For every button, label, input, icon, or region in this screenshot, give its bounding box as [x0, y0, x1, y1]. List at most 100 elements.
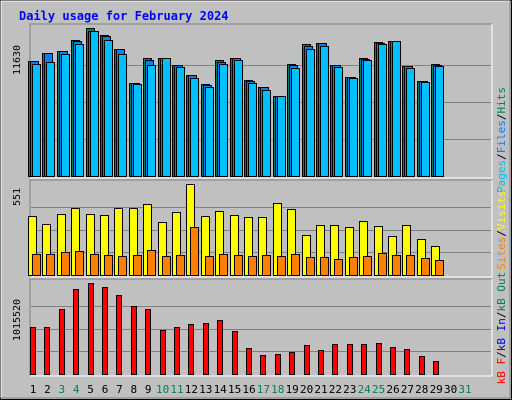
bar-pages-day-9	[147, 65, 156, 177]
bar-sites-day-11	[176, 255, 185, 276]
x-label-day-19: 19	[286, 383, 299, 396]
bar-kb-f-day-25	[376, 343, 382, 375]
hits-files-pages-panel	[28, 23, 493, 179]
bar-kb-f-day-14	[217, 320, 223, 375]
x-label-day-26: 26	[386, 383, 399, 396]
bar-kb-f-day-12	[188, 324, 194, 375]
x-label-day-4: 4	[73, 383, 80, 396]
bar-pages-day-25	[378, 44, 387, 177]
bar-kb-f-day-23	[347, 344, 353, 375]
bar-kb-f-day-17	[260, 355, 266, 375]
x-label-day-27: 27	[401, 383, 414, 396]
chart-title: Daily usage for February 2024	[19, 9, 229, 23]
ymax-label-panel-1: 11630	[12, 45, 23, 75]
visits-sites-panel	[28, 179, 493, 278]
x-label-day-23: 23	[343, 383, 356, 396]
x-label-day-5: 5	[87, 383, 94, 396]
bar-kb-f-day-24	[361, 344, 367, 375]
bar-pages-day-7	[118, 54, 127, 177]
bar-pages-day-18	[277, 96, 286, 177]
bar-pages-day-26	[392, 41, 401, 177]
legend-kb-out: kB Out	[495, 272, 508, 312]
x-label-day-3: 3	[58, 383, 65, 396]
bar-pages-day-20	[306, 49, 315, 177]
bar-kb-f-day-10	[160, 330, 166, 375]
bar-pages-day-17	[262, 90, 271, 177]
bar-sites-day-3	[61, 252, 70, 276]
bar-pages-day-13	[205, 87, 214, 177]
bar-sites-day-9	[147, 250, 156, 276]
x-label-day-2: 2	[44, 383, 51, 396]
bar-kb-f-day-9	[145, 309, 151, 375]
x-label-day-21: 21	[314, 383, 327, 396]
bar-pages-day-21	[320, 46, 329, 177]
bar-pages-day-27	[406, 68, 415, 177]
bar-kb-f-day-11	[174, 327, 180, 375]
x-label-day-28: 28	[415, 383, 428, 396]
bar-pages-day-23	[349, 78, 358, 177]
bar-kb-f-day-6	[102, 287, 108, 375]
bar-kb-f-day-20	[304, 345, 310, 375]
bar-sites-day-16	[248, 256, 257, 276]
bar-kb-f-day-5	[88, 283, 94, 375]
bar-pages-day-19	[291, 68, 300, 177]
bar-kb-f-day-27	[404, 349, 410, 375]
bar-pages-day-3	[61, 54, 70, 177]
x-label-day-22: 22	[329, 383, 342, 396]
bar-kb-f-day-8	[131, 306, 137, 375]
x-label-day-1: 1	[30, 383, 37, 396]
bar-sites-day-23	[349, 257, 358, 276]
bar-sites-day-26	[392, 255, 401, 276]
x-label-day-6: 6	[102, 383, 109, 396]
bar-kb-f-day-2	[44, 327, 50, 375]
legend-kb-in: kB In	[495, 318, 508, 351]
bar-pages-day-14	[219, 64, 228, 177]
bar-sites-day-28	[421, 258, 430, 276]
bar-pages-day-10	[162, 58, 171, 177]
bar-sites-day-5	[90, 254, 99, 276]
bar-kb-f-day-3	[59, 309, 65, 375]
bar-kb-f-day-29	[433, 361, 439, 375]
x-label-day-31: 31	[458, 383, 471, 396]
bar-pages-day-16	[248, 83, 257, 177]
x-label-day-20: 20	[300, 383, 313, 396]
bar-kb-f-day-4	[73, 289, 79, 375]
bar-sites-day-24	[363, 256, 372, 276]
bar-kb-f-day-26	[390, 347, 396, 375]
bar-sites-day-2	[46, 254, 55, 276]
bar-kb-f-day-18	[275, 354, 281, 375]
legend-hits: Hits	[495, 87, 508, 114]
x-label-day-15: 15	[228, 383, 241, 396]
bar-pages-day-15	[234, 60, 243, 177]
x-label-day-18: 18	[271, 383, 284, 396]
bar-kb-f-day-28	[419, 356, 425, 375]
bar-sites-day-1	[32, 254, 41, 276]
x-label-day-7: 7	[116, 383, 123, 396]
ymax-label-panel-2: 551	[12, 188, 23, 206]
x-label-day-29: 29	[430, 383, 443, 396]
x-label-day-10: 10	[156, 383, 169, 396]
bar-pages-day-6	[104, 40, 113, 177]
bar-pages-day-22	[334, 67, 343, 177]
bar-sites-day-25	[378, 253, 387, 276]
x-label-day-25: 25	[372, 383, 385, 396]
bar-sites-day-10	[162, 256, 171, 276]
bar-pages-day-29	[435, 66, 444, 177]
legend-sites: Sites	[495, 237, 508, 270]
bar-kb-f-day-13	[203, 323, 209, 375]
x-label-day-9: 9	[145, 383, 152, 396]
bar-pages-day-11	[176, 67, 185, 177]
bar-sites-day-4	[75, 251, 84, 276]
bar-sites-day-14	[219, 254, 228, 276]
x-label-day-17: 17	[257, 383, 270, 396]
bar-kb-f-day-21	[318, 350, 324, 375]
x-label-day-30: 30	[444, 383, 457, 396]
bar-kb-f-day-15	[232, 331, 238, 375]
x-label-day-14: 14	[214, 383, 228, 396]
bar-kb-f-day-19	[289, 352, 295, 375]
legend-panel-2: Sites/Visits	[495, 190, 508, 270]
bar-sites-day-18	[277, 256, 286, 276]
bar-sites-day-6	[104, 255, 113, 276]
